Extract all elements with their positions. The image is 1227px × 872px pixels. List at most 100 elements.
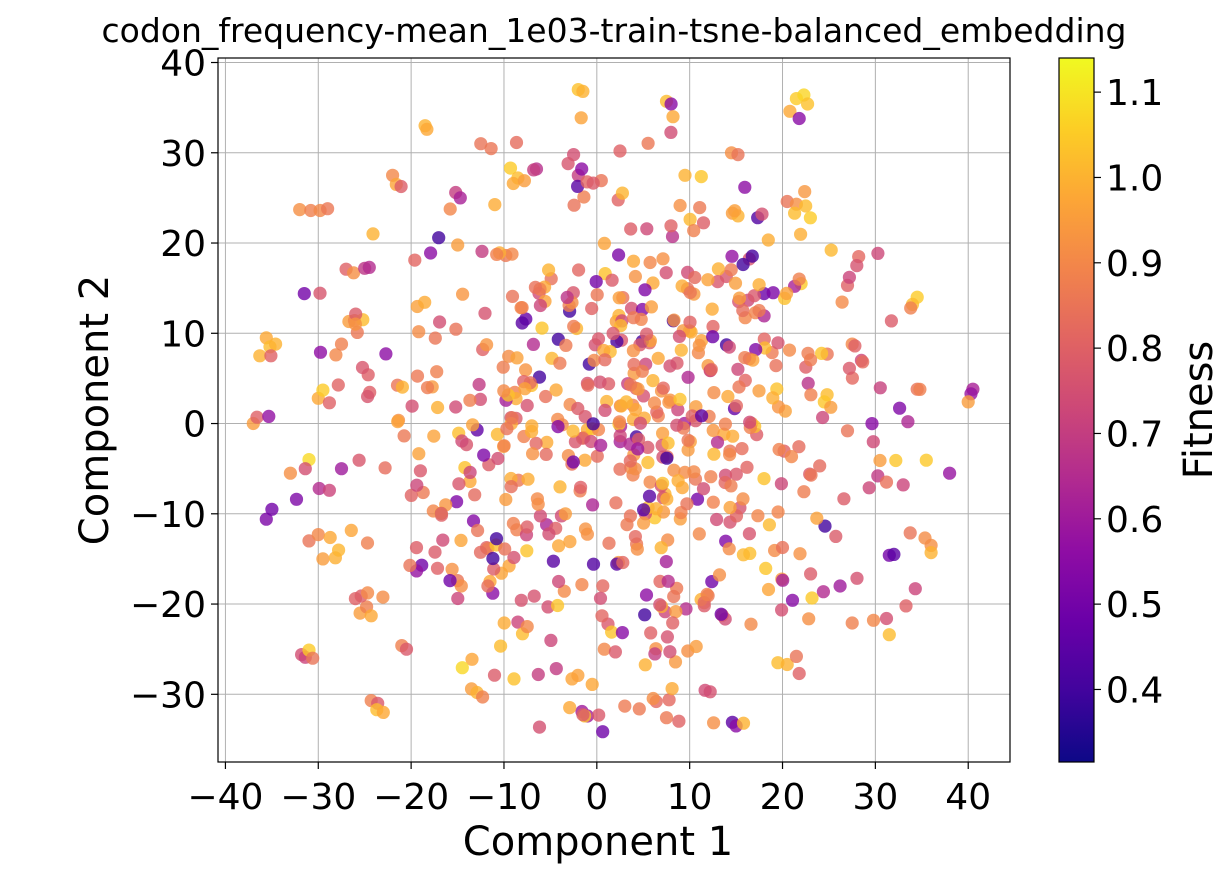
data-point xyxy=(813,459,827,473)
data-point xyxy=(549,662,563,676)
data-point xyxy=(802,612,816,626)
data-point xyxy=(376,590,390,604)
colorbar-tick-label: 0.4 xyxy=(1106,670,1163,711)
data-point xyxy=(618,699,632,713)
data-point xyxy=(476,690,490,704)
data-point xyxy=(695,409,709,423)
data-point xyxy=(477,448,491,462)
data-point xyxy=(696,482,711,496)
data-point xyxy=(712,568,727,582)
data-point xyxy=(473,545,488,559)
data-point xyxy=(347,266,361,280)
data-point xyxy=(490,427,504,441)
data-point xyxy=(265,502,279,516)
data-point xyxy=(395,380,409,394)
data-point xyxy=(683,212,697,226)
data-point xyxy=(592,708,606,722)
data-point xyxy=(410,369,425,383)
data-point xyxy=(704,362,718,376)
data-point xyxy=(488,198,502,212)
data-point xyxy=(660,630,675,644)
data-point xyxy=(519,363,533,377)
data-point xyxy=(735,442,749,456)
y-tick-label: 20 xyxy=(160,224,206,265)
data-point xyxy=(399,642,414,656)
data-point xyxy=(434,506,448,520)
data-point xyxy=(641,440,655,454)
data-point xyxy=(769,359,783,373)
data-point xyxy=(736,257,750,272)
data-point xyxy=(424,246,438,260)
data-point xyxy=(669,605,683,619)
data-point xyxy=(445,562,459,576)
data-point xyxy=(498,542,512,556)
data-point xyxy=(539,389,553,404)
data-point xyxy=(283,466,297,480)
data-point xyxy=(665,682,679,696)
data-point xyxy=(641,136,655,150)
data-point xyxy=(678,168,692,182)
data-point xyxy=(331,378,345,392)
data-point xyxy=(666,616,680,630)
chart-title: codon_frequency-mean_1e03-train-tsne-bal… xyxy=(102,11,1127,50)
data-point xyxy=(596,725,610,739)
data-point xyxy=(792,440,806,454)
y-axis-ticks: −30 −20 −10 0 10 20 30 40 xyxy=(130,44,218,716)
data-point xyxy=(889,453,903,468)
data-point xyxy=(551,420,565,434)
data-point xyxy=(670,418,684,432)
data-point xyxy=(253,349,267,363)
data-point xyxy=(744,617,758,631)
data-point xyxy=(723,500,737,515)
data-point xyxy=(718,417,733,431)
data-point xyxy=(774,477,789,491)
data-point xyxy=(549,383,563,397)
x-tick-label: 20 xyxy=(760,777,806,818)
data-point xyxy=(574,111,588,125)
data-point xyxy=(542,263,556,277)
data-point xyxy=(736,303,750,318)
data-point xyxy=(736,716,751,730)
data-point xyxy=(766,286,780,300)
data-point xyxy=(250,410,264,424)
data-point xyxy=(623,454,637,468)
data-point xyxy=(696,216,711,230)
data-point xyxy=(628,269,643,284)
data-point xyxy=(692,527,706,541)
data-point xyxy=(762,518,777,532)
data-point xyxy=(436,533,450,547)
data-point xyxy=(608,645,623,659)
data-point xyxy=(576,708,590,722)
data-point xyxy=(707,386,721,400)
data-point xyxy=(728,276,743,290)
data-point xyxy=(688,270,702,285)
data-point xyxy=(673,198,687,213)
data-point xyxy=(334,337,349,351)
data-point xyxy=(665,229,680,244)
data-point xyxy=(612,248,626,262)
data-point xyxy=(463,465,477,479)
data-point xyxy=(391,415,405,429)
data-point xyxy=(653,598,667,612)
data-point xyxy=(567,319,581,333)
data-point xyxy=(644,626,658,640)
data-point xyxy=(455,434,469,448)
data-point xyxy=(736,548,751,562)
data-point xyxy=(323,530,337,545)
data-point xyxy=(659,711,674,725)
data-point xyxy=(794,227,808,241)
data-point xyxy=(761,233,775,247)
data-point xyxy=(443,574,457,588)
data-point xyxy=(612,291,626,305)
data-point xyxy=(506,516,520,531)
data-point xyxy=(624,378,638,392)
data-point xyxy=(771,505,785,519)
data-point xyxy=(862,481,876,495)
data-point xyxy=(568,435,583,449)
data-point xyxy=(803,211,818,225)
colorbar xyxy=(1059,58,1094,762)
data-point xyxy=(578,453,592,467)
data-point xyxy=(360,536,375,550)
data-point xyxy=(704,470,718,484)
data-point xyxy=(647,396,662,410)
